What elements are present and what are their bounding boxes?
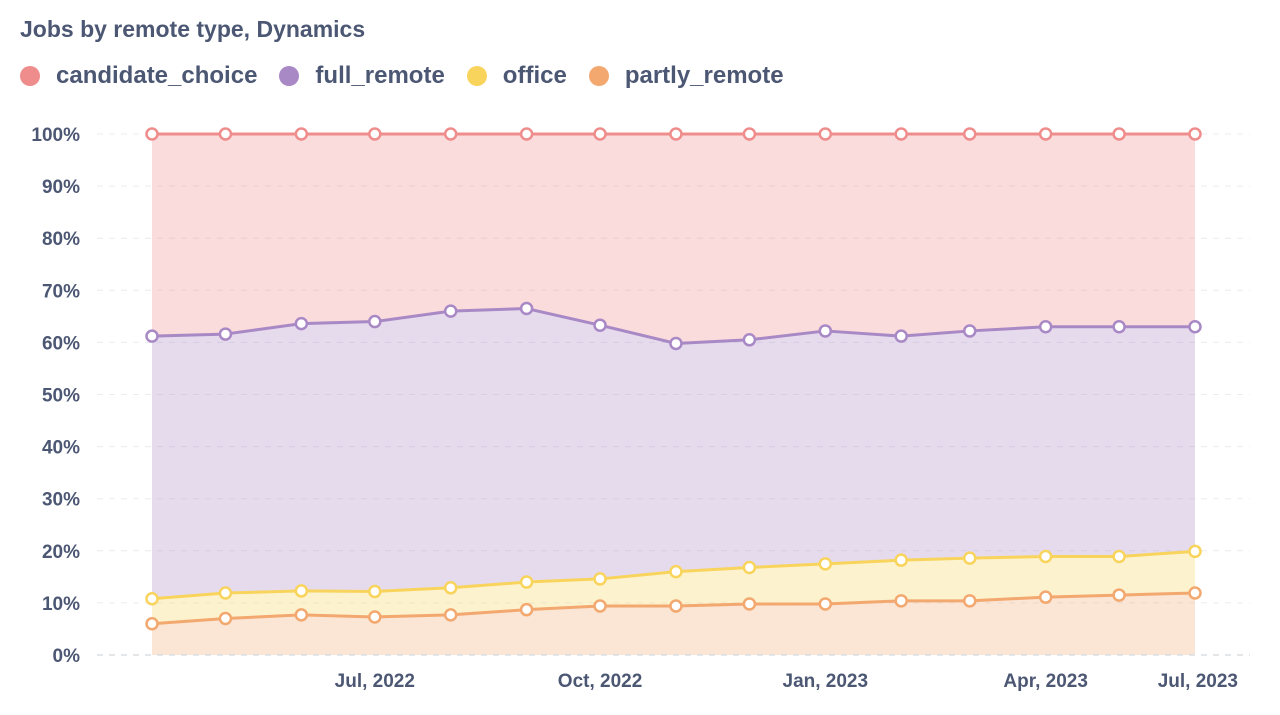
point-office xyxy=(145,591,159,606)
y-tick-label: 50% xyxy=(42,386,80,407)
legend-dot-candidate-choice xyxy=(20,66,40,86)
point-partly-remote xyxy=(593,599,607,613)
point-office xyxy=(519,575,534,589)
y-tick-label: 80% xyxy=(42,229,80,250)
legend-label: partly_remote xyxy=(624,62,784,89)
point-partly-remote xyxy=(818,597,833,611)
x-tick-label: Jan, 2023 xyxy=(783,671,869,692)
point-partly-remote xyxy=(894,594,908,608)
point-full-remote xyxy=(1112,320,1126,334)
legend-item-office[interactable]: office xyxy=(466,62,567,90)
point-full-remote xyxy=(963,324,977,338)
point-office xyxy=(669,564,683,579)
point-full-remote xyxy=(818,324,833,338)
point-partly-remote xyxy=(519,602,534,617)
point-partly-remote xyxy=(669,599,683,613)
point-partly-remote xyxy=(742,597,757,611)
area-partly-remote xyxy=(152,593,1195,655)
point-full-remote xyxy=(294,316,309,331)
point-partly-remote xyxy=(1188,586,1202,600)
point-partly-remote xyxy=(1112,588,1126,602)
point-office xyxy=(218,586,233,600)
legend: candidate_choice full_remote office part… xyxy=(20,62,806,90)
legend-item-candidate-choice[interactable]: candidate_choice xyxy=(20,62,257,90)
point-candidate-choice xyxy=(519,127,534,141)
point-full-remote xyxy=(1038,320,1053,334)
point-office xyxy=(294,584,309,598)
legend-dot-full-remote xyxy=(279,66,300,86)
point-office xyxy=(742,560,757,575)
area-office xyxy=(152,551,1195,624)
point-full-remote xyxy=(593,318,607,332)
point-partly-remote xyxy=(294,608,309,622)
legend-label: candidate_choice xyxy=(56,62,258,89)
x-tick-label: Jul, 2022 xyxy=(335,671,415,692)
point-candidate-choice xyxy=(145,127,159,141)
point-full-remote xyxy=(669,336,683,351)
point-partly-remote xyxy=(145,616,159,631)
point-full-remote xyxy=(1188,320,1202,334)
y-tick-label: 20% xyxy=(42,542,80,563)
point-partly-remote xyxy=(963,594,977,608)
point-candidate-choice xyxy=(894,127,908,141)
y-tick-label: 70% xyxy=(42,281,80,302)
point-candidate-choice xyxy=(368,127,382,141)
point-office xyxy=(593,572,607,586)
point-candidate-choice xyxy=(294,127,309,141)
point-partly-remote xyxy=(218,611,233,626)
legend-dot-partly-remote xyxy=(588,66,609,86)
legend-label: full_remote xyxy=(315,62,445,89)
point-candidate-choice xyxy=(1188,127,1202,141)
y-tick-label: 10% xyxy=(42,594,80,615)
chart-title: Jobs by remote type, Dynamics xyxy=(20,16,366,42)
point-office xyxy=(894,553,908,567)
point-candidate-choice xyxy=(1112,127,1126,141)
y-tick-label: 30% xyxy=(42,490,80,511)
area-full-remote xyxy=(152,308,1195,599)
legend-item-full-remote[interactable]: full_remote xyxy=(279,62,445,90)
point-partly-remote xyxy=(443,608,458,622)
y-tick-label: 0% xyxy=(53,646,81,667)
y-tick-label: 100% xyxy=(31,125,80,146)
y-tick-label: 40% xyxy=(42,438,80,459)
point-candidate-choice xyxy=(669,127,683,141)
point-office xyxy=(443,581,458,595)
point-office xyxy=(818,557,833,571)
point-full-remote xyxy=(145,329,159,343)
point-candidate-choice xyxy=(963,127,977,141)
point-office xyxy=(963,551,977,565)
point-partly-remote xyxy=(1038,590,1053,604)
point-full-remote xyxy=(218,327,233,341)
point-full-remote xyxy=(368,314,382,329)
point-office xyxy=(368,584,382,599)
x-tick-label: Apr, 2023 xyxy=(1003,671,1088,692)
point-office xyxy=(1038,549,1053,564)
legend-label: office xyxy=(502,62,567,89)
point-full-remote xyxy=(742,333,757,347)
x-tick-label: Oct, 2022 xyxy=(558,671,643,692)
area-candidate-choice xyxy=(152,134,1195,344)
point-candidate-choice xyxy=(443,127,458,141)
point-candidate-choice xyxy=(593,127,607,141)
point-partly-remote xyxy=(368,610,382,624)
point-candidate-choice xyxy=(218,127,233,141)
point-candidate-choice xyxy=(1038,127,1053,141)
legend-dot-office xyxy=(466,66,487,86)
y-tick-label: 90% xyxy=(42,177,80,198)
legend-item-partly-remote[interactable]: partly_remote xyxy=(588,62,784,90)
y-tick-label: 60% xyxy=(42,333,80,354)
point-candidate-choice xyxy=(818,127,833,141)
x-tick-label: Jul, 2023 xyxy=(1158,671,1238,692)
point-candidate-choice xyxy=(742,127,757,141)
point-office xyxy=(1188,544,1202,559)
point-full-remote xyxy=(894,329,908,343)
point-full-remote xyxy=(443,304,458,318)
point-full-remote xyxy=(519,301,534,316)
point-office xyxy=(1112,549,1126,564)
